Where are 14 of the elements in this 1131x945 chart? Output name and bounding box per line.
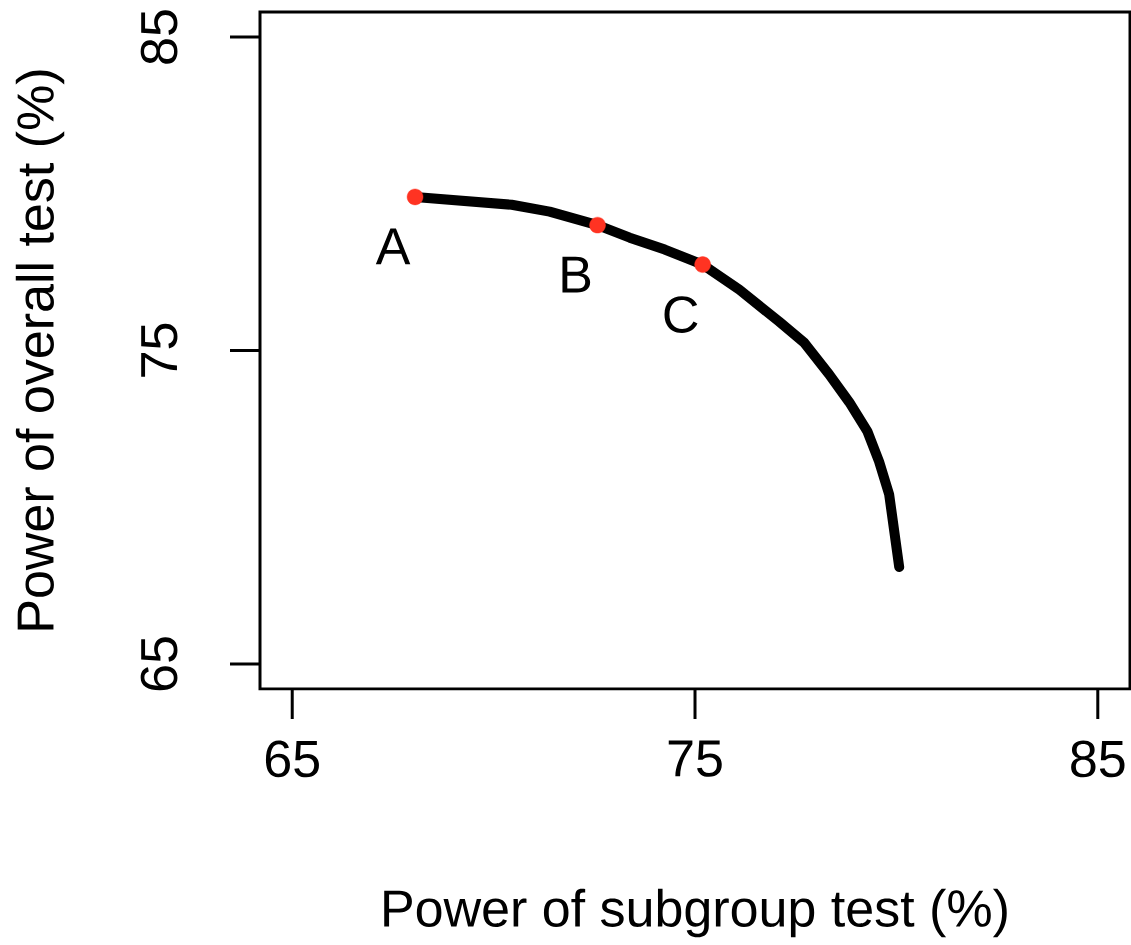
point <box>694 256 711 273</box>
annotation: B <box>562 256 591 293</box>
y-tick-label: 85 <box>140 10 178 64</box>
point <box>589 216 606 234</box>
annotation: C <box>664 296 698 333</box>
annotation: A <box>375 228 411 265</box>
point <box>406 188 424 206</box>
x-tick-label: 65 <box>265 740 319 778</box>
y-tick-label: 75 <box>141 323 178 377</box>
y-axis-title: Power of overall test (%) <box>15 70 65 630</box>
x-tick-label: 75 <box>668 740 722 777</box>
x-axis-title: Power of subgroup test (%) <box>384 888 1007 938</box>
y-tick-label: 65 <box>140 637 178 691</box>
x-tick-label: 85 <box>1071 740 1125 778</box>
